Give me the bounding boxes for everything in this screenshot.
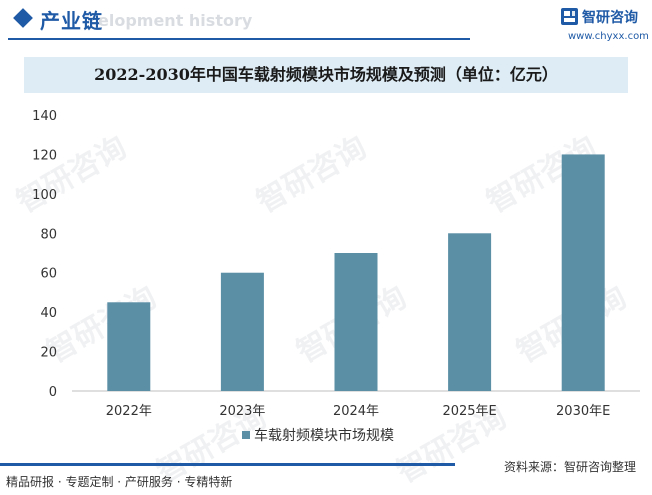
bar <box>561 154 605 391</box>
y-axis: 0 20 40 60 80 100 120 140 <box>32 109 57 400</box>
chart-title-band: 2022-2030年中国车载射频模块市场规模及预测（单位：亿元） <box>24 57 628 93</box>
x-tick-label: 2030年E <box>556 404 610 419</box>
footer-divider <box>0 463 455 466</box>
legend: 车载射频模块市场规模 <box>242 427 394 444</box>
chart-title: 2022-2030年中国车载射频模块市场规模及预测（单位：亿元） <box>94 65 558 84</box>
y-tick-label: 100 <box>32 188 57 203</box>
brand-logo-icon <box>561 8 578 25</box>
footer-services: 精品研报 · 专题定制 · 产研服务 · 专精特新 <box>6 475 233 489</box>
y-tick-label: 140 <box>32 109 57 124</box>
x-tick-label: 2024年 <box>333 404 379 419</box>
brand-name: 智研咨询 <box>582 10 638 26</box>
header-divider <box>8 38 470 40</box>
header: 产业链 elopment history 智研咨询 www.chyxx.com <box>0 0 652 46</box>
bars <box>107 154 605 391</box>
bar <box>448 233 492 391</box>
bar <box>220 272 264 391</box>
x-axis: 2022年 2023年 2024年 2025年E 2030年E <box>106 404 611 419</box>
legend-label: 车载射频模块市场规模 <box>254 427 394 444</box>
x-tick-label: 2023年 <box>219 404 265 419</box>
x-tick-label: 2022年 <box>106 404 152 419</box>
diamond-icon <box>13 8 33 28</box>
section-watermark-text: elopment history <box>98 11 253 30</box>
legend-swatch <box>242 431 250 439</box>
y-tick-label: 60 <box>40 267 57 282</box>
source-note: 资料来源：智研咨询整理 <box>504 460 637 474</box>
y-tick-label: 80 <box>40 227 57 242</box>
bar <box>107 302 151 391</box>
y-tick-label: 20 <box>40 346 57 361</box>
y-tick-label: 0 <box>49 385 57 400</box>
y-tick-label: 40 <box>40 306 57 321</box>
x-tick-label: 2025年E <box>442 404 496 419</box>
y-tick-label: 120 <box>32 148 57 163</box>
section-title: 产业链 <box>40 9 103 33</box>
brand-url: www.chyxx.com <box>568 31 649 42</box>
bar <box>334 253 378 391</box>
bar-chart: 0 20 40 60 80 100 120 140 2022年 2023年 2024年 2025年E… <box>32 109 640 444</box>
